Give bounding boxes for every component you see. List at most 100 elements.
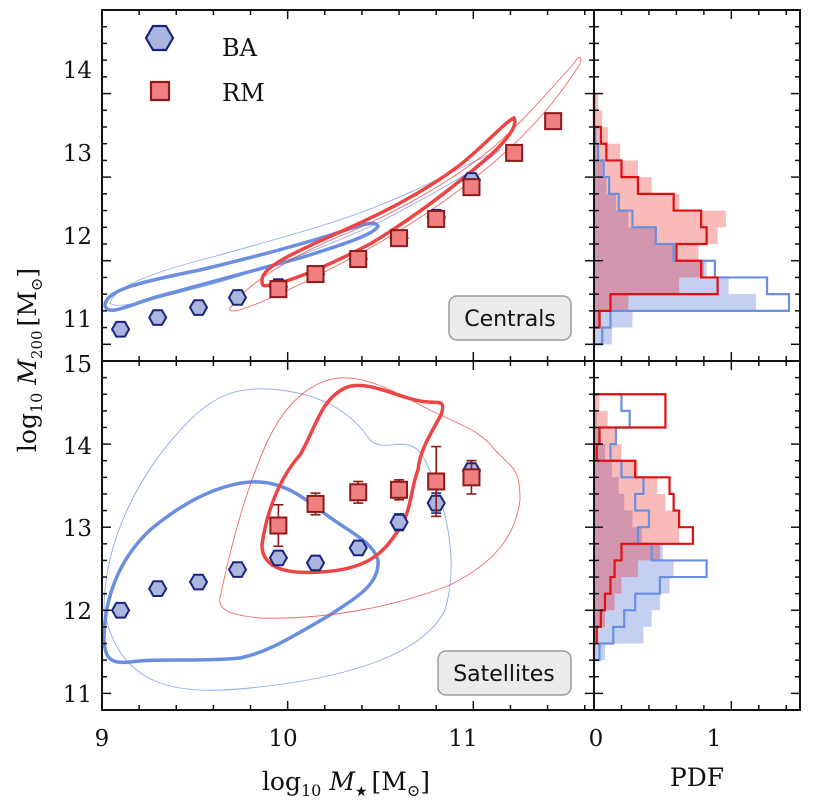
rm-point: [390, 480, 409, 499]
rm-outer-contour-bot: [219, 377, 521, 619]
rm-hist-bar: [594, 394, 600, 411]
y-axis-label: log10 M200 [M⊙]: [13, 268, 46, 452]
rm-point: [427, 472, 446, 491]
satellites-label: Satellites: [453, 662, 555, 687]
ba-point: [148, 580, 168, 597]
x-tick-label: 10: [268, 726, 297, 752]
rm-outer-contour-top: [229, 57, 582, 312]
y-axis-label-unit: [M: [13, 291, 42, 326]
hist-x-tick-label: 1: [707, 726, 722, 752]
y-tick-label: 14: [63, 58, 92, 84]
rm-point: [306, 265, 325, 284]
ba-inner-contour-bot: [102, 480, 380, 665]
hist-x-tick-label: 0: [589, 726, 604, 752]
overlap-hist-bar: [594, 444, 605, 461]
overlap-hist-bar: [594, 527, 643, 544]
ba-point: [110, 320, 131, 338]
overlap-hist-bar: [594, 460, 612, 478]
rm-point: [390, 229, 409, 248]
centrals-label-bg: [448, 295, 572, 341]
legend-ba-label: BA: [222, 34, 258, 62]
x-axis-label-var-sub: ★: [355, 784, 368, 800]
y-axis-label-unit-close: ]: [13, 268, 42, 278]
bottom-contours: [102, 377, 521, 691]
rm-hist-bar: [594, 110, 603, 127]
overlap-hist-bar: [594, 410, 597, 428]
ba-point: [389, 513, 409, 531]
ba-point: [148, 309, 168, 326]
overlap-hist-bar: [594, 227, 656, 244]
legend-rm-label: RM: [222, 79, 265, 107]
x-tick-label: 11: [448, 726, 477, 752]
y-axis-label-var: M: [13, 358, 42, 386]
rm-point: [427, 209, 446, 228]
overlap-hist-bar: [594, 493, 625, 511]
ba-hist-bar: [594, 626, 644, 644]
ba-hist-bar: [594, 310, 633, 328]
rm-point: [349, 250, 368, 269]
ba-point: [188, 299, 209, 316]
overlap-hist-bar: [594, 427, 601, 445]
ba-point: [110, 601, 131, 619]
rm-hist-bar: [594, 160, 638, 178]
rm-inner-contour-top: [260, 115, 517, 288]
y-tick-label: 12: [63, 599, 92, 625]
rm-point: [462, 468, 481, 487]
overlap-hist-bar: [594, 160, 603, 178]
y-tick-label: 14: [63, 434, 92, 460]
y-axis-label-log-sub: 10: [27, 393, 46, 413]
hist-x-axis-label: PDF: [670, 763, 724, 792]
legend-ba-marker: [144, 24, 175, 52]
x-axis-label-unit: [M: [372, 767, 407, 796]
overlap-hist-bar: [594, 560, 638, 578]
y-axis-label-log: log: [13, 413, 42, 452]
overlap-hist-bar: [594, 310, 601, 328]
x-axis-label-unit-sub: ⊙: [407, 781, 420, 800]
overlap-hist-bar: [594, 143, 599, 161]
x-axis-label-var: M: [328, 767, 356, 796]
overlap-hist-bar: [594, 510, 633, 528]
rm-point: [349, 483, 368, 502]
overlap-hist-bar: [594, 244, 674, 261]
x-axis-label-log: log: [262, 767, 301, 796]
ba-outer-contour-bot: [103, 388, 452, 691]
points-panel-1: [110, 445, 482, 619]
ba-point: [188, 573, 209, 591]
ba-point: [227, 561, 248, 578]
data-points: [110, 112, 563, 619]
overlap-hist-bar: [594, 577, 622, 594]
rm-point: [544, 112, 563, 131]
ba-point: [348, 539, 368, 557]
y-tick-labels-top: 11 12 13 14: [63, 58, 92, 333]
rm-hist-step: [592, 93, 719, 345]
rm-inner-contour-bot: [260, 383, 445, 575]
x-tick-labels: 9 10 11: [95, 726, 478, 752]
y-tick-label: 13: [63, 516, 92, 542]
hist-x-tick-labels: 0 1: [589, 726, 722, 752]
rm-hist-bar: [594, 410, 608, 428]
ba-outer-contour-top: [109, 149, 501, 306]
rm-point: [505, 143, 524, 162]
y-tick-label: 11: [63, 682, 92, 708]
centrals-label-box: Centrals: [448, 295, 572, 341]
x-axis-label-unit-close: ]: [420, 767, 430, 796]
y-tick-label: 15: [63, 352, 92, 378]
overlap-hist-bar: [594, 277, 680, 295]
satellites-label-bg: [437, 650, 572, 696]
histograms: [592, 93, 791, 662]
overlap-hist-bar: [594, 177, 607, 194]
points-panel-0: [110, 112, 563, 338]
overlap-hist-bar: [594, 610, 605, 627]
y-axis-label-var-sub: 200: [28, 330, 46, 359]
ba-inner-contour-top: [103, 221, 380, 312]
x-axis-label-log-sub: 10: [301, 781, 321, 800]
ba-point: [268, 549, 289, 567]
y-tick-labels-bottom: 11 12 13 14 15: [63, 352, 92, 708]
satellites-label-box: Satellites: [437, 650, 572, 696]
ba-hist-step: [594, 393, 708, 662]
ba-point: [227, 289, 248, 306]
centrals-label: Centrals: [464, 307, 556, 332]
legend-rm-marker: [149, 80, 171, 102]
y-tick-label: 11: [63, 307, 92, 333]
